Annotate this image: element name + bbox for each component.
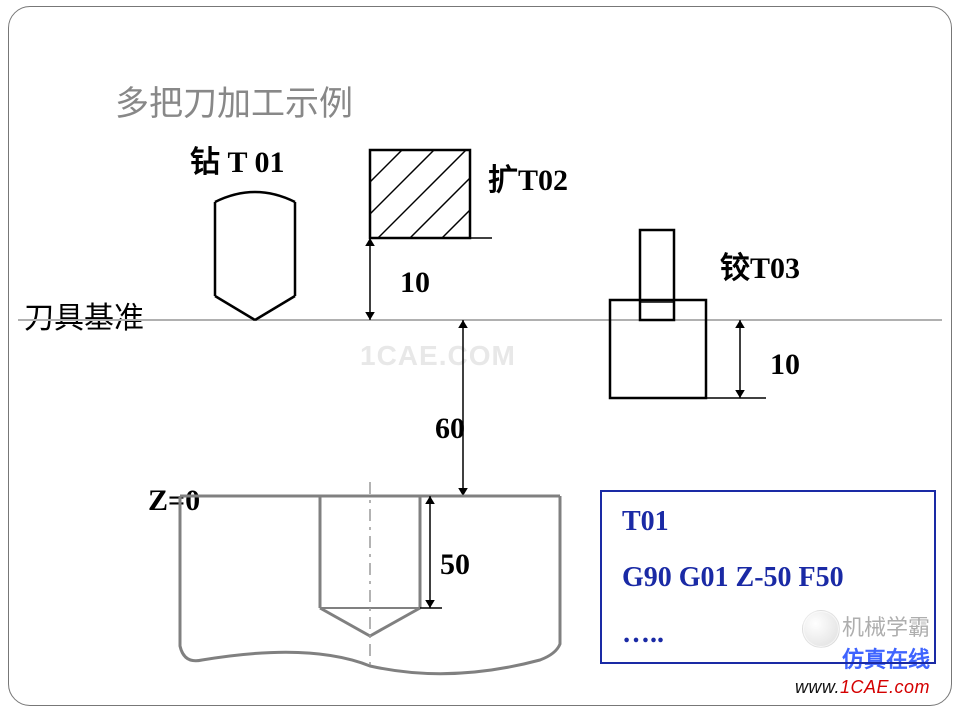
diagram-svg	[0, 0, 960, 720]
diagram-stage: 多把刀加工示例 钻 T 01 扩T02 铰T03 刀具基准 10 10 60 Z…	[0, 0, 960, 720]
